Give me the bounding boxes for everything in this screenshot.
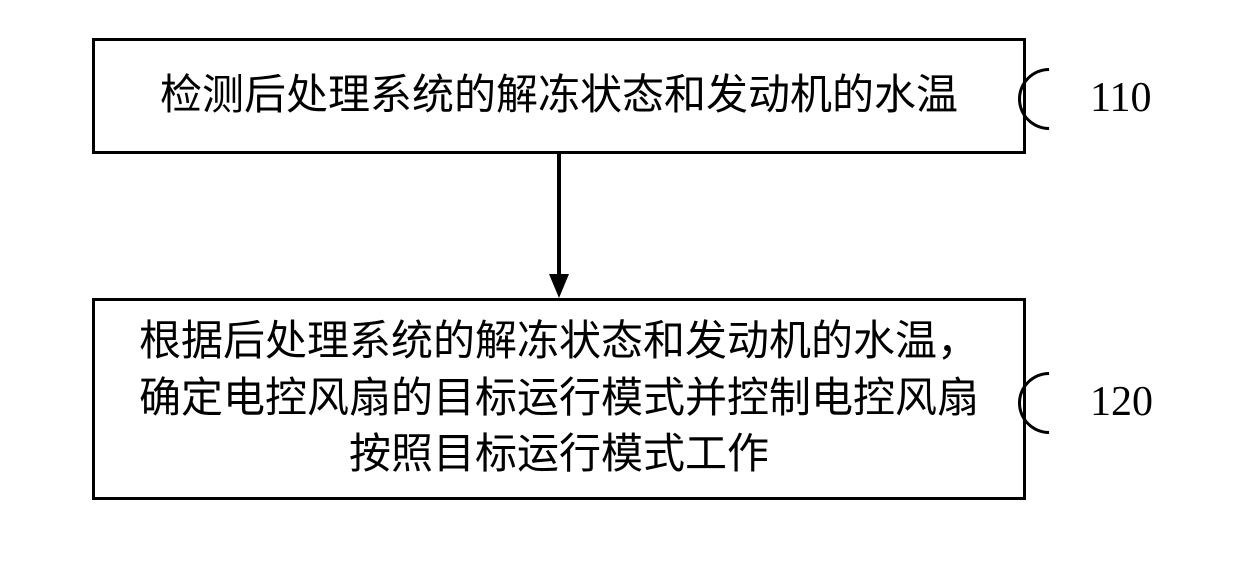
label-text: 110 bbox=[1090, 75, 1151, 121]
flowchart-canvas: 检测后处理系统的解冻状态和发动机的水温 110 根据后处理系统的解冻状态和发动机… bbox=[0, 0, 1240, 564]
flowchart-node-step110: 检测后处理系统的解冻状态和发动机的水温 bbox=[92, 38, 1026, 154]
flowchart-edge-110-120 bbox=[549, 154, 569, 298]
flowchart-node-step120: 根据后处理系统的解冻状态和发动机的水温， 确定电控风扇的目标运行模式并控制电控风… bbox=[92, 298, 1026, 500]
label-text: 120 bbox=[1090, 379, 1153, 425]
flowchart-node-text: 检测后处理系统的解冻状态和发动机的水温 bbox=[160, 68, 958, 125]
flowchart-node-label-120: 120 bbox=[1090, 378, 1153, 426]
flowchart-node-text: 根据后处理系统的解冻状态和发动机的水温， 确定电控风扇的目标运行模式并控制电控风… bbox=[139, 314, 979, 484]
flowchart-node-label-110: 110 bbox=[1090, 74, 1151, 122]
